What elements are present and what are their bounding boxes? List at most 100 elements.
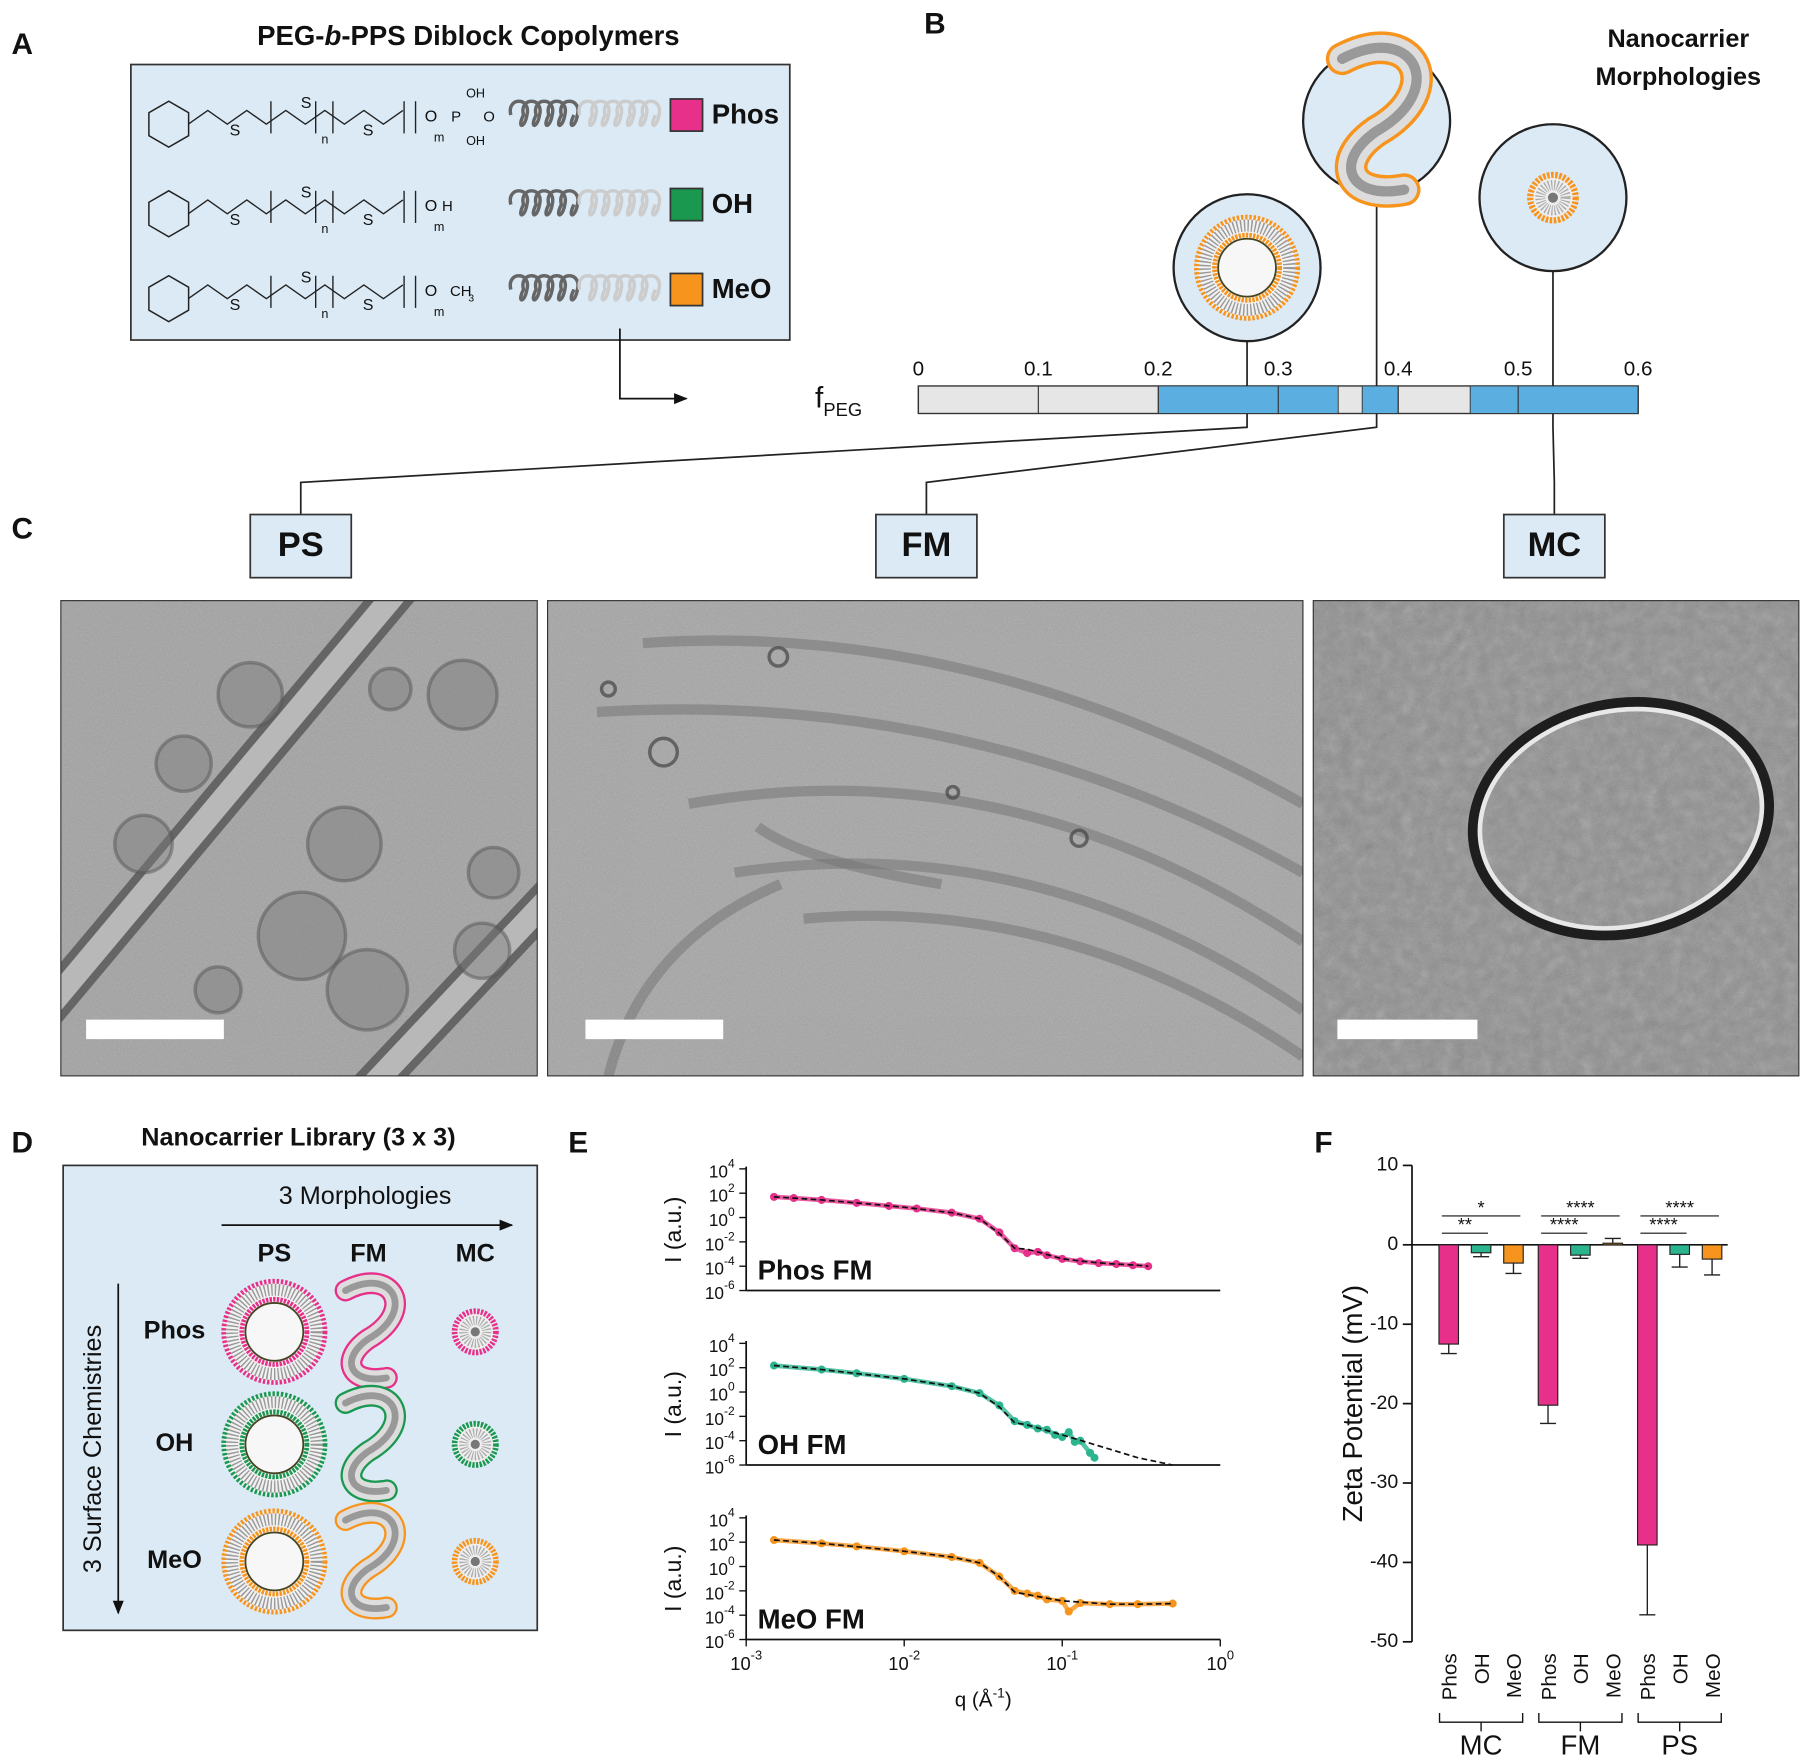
bar (1570, 1244, 1591, 1256)
curve-label: OH FM (758, 1429, 847, 1460)
atom-label: OH (466, 87, 485, 101)
vesicle-inner (239, 1296, 310, 1367)
y-tick-label: -30 (1370, 1471, 1398, 1493)
y-tick-label: 10 (1377, 1154, 1399, 1176)
tick-base: 10 (705, 1457, 724, 1477)
significance-label: **** (1649, 1214, 1678, 1235)
micelle-corona (459, 1315, 492, 1348)
frame (547, 600, 1304, 1077)
column-label: PS (258, 1240, 292, 1268)
atom-label: O (483, 108, 495, 125)
y-tick-label: -50 (1370, 1630, 1398, 1652)
tick-label: 0.1 (1024, 357, 1053, 380)
atom-label: S (230, 121, 241, 139)
tick-base: 10 (1046, 1653, 1066, 1674)
panel-letter: E (568, 1127, 588, 1160)
tick-base: 10 (1206, 1653, 1226, 1674)
title-part: -PPS Diblock Copolymers (341, 20, 679, 51)
polymer-glyph (577, 189, 662, 217)
micelle-core (470, 1556, 480, 1567)
significance-label: **** (1665, 1197, 1694, 1218)
x-tick-label: 10-3 (730, 1648, 762, 1674)
tick-base: 10 (709, 1360, 728, 1380)
tick-base: 10 (709, 1161, 728, 1181)
tick-base: 10 (709, 1185, 728, 1205)
x-axis-label-part: q (Å (955, 1689, 993, 1712)
vesicle-lumen (244, 1531, 305, 1592)
tick-base: 10 (709, 1335, 728, 1355)
group-label: PS (1661, 1730, 1698, 1758)
atom-label: P (451, 108, 461, 125)
x-axis-label: q (Å-1) (955, 1685, 1012, 1712)
group-label: FM (1561, 1730, 1601, 1758)
atom-label: S (230, 211, 241, 229)
polymer-backbone (187, 199, 404, 215)
tick-exponent: 2 (728, 1356, 735, 1370)
connector (925, 413, 1378, 515)
tick-exponent: 2 (728, 1181, 735, 1195)
tick-exponent: -2 (724, 1579, 735, 1593)
x-tick-label: Phos (1538, 1653, 1561, 1700)
atom-label: O (425, 282, 438, 300)
x-tick-label: Phos (1637, 1653, 1660, 1700)
panel-letter: D (11, 1127, 33, 1160)
panel-letter: F (1314, 1127, 1332, 1160)
x-tick-label: OH (1669, 1653, 1692, 1684)
tick-exponent: -3 (751, 1648, 762, 1663)
polymer-glyph (577, 274, 662, 302)
vesicle-inner (239, 1409, 310, 1480)
tick-exponent: -2 (724, 1230, 735, 1244)
row-label: MeO (147, 1546, 202, 1574)
fit-line (773, 1539, 1173, 1606)
panel-letter: A (11, 28, 33, 61)
chemistry-swatch (669, 98, 704, 132)
chemistry-swatch (669, 187, 704, 222)
tick-exponent: -6 (724, 1453, 735, 1467)
y-tick-label: 104 (709, 1157, 735, 1181)
atom-label: S (301, 183, 312, 201)
micelle-corona (459, 1545, 492, 1578)
polymer-backbone (187, 284, 404, 300)
micelle-corona (1535, 180, 1571, 216)
rows-label: 3 Surface Chemistries (79, 1325, 107, 1573)
morphology-range (1157, 385, 1339, 414)
y-axis-label: I (a.u.) (660, 1197, 686, 1263)
tick-base: 10 (709, 1510, 728, 1530)
y-tick-label: 0 (1387, 1233, 1398, 1255)
y-tick-label: -10 (1370, 1312, 1398, 1334)
group-bracket (1538, 1712, 1623, 1723)
atom-label: m (434, 130, 445, 144)
panel-letter: B (924, 7, 946, 40)
bar (1636, 1244, 1658, 1546)
x-axis-label-part: -1 (993, 1685, 1005, 1700)
panel-b-title: Nanocarrier (1607, 25, 1749, 53)
atom-label: S (363, 296, 374, 314)
tick-exponent: 0 (728, 1554, 735, 1568)
tick-exponent: -1 (1067, 1648, 1078, 1663)
tick-exponent: 4 (728, 1506, 735, 1520)
group-bracket (1637, 1712, 1722, 1723)
tick-base: 10 (705, 1234, 724, 1254)
fit-line (773, 1196, 1149, 1268)
morphology-range (1361, 385, 1399, 414)
tick-base: 10 (709, 1210, 728, 1230)
row-label: OH (156, 1429, 194, 1457)
atom-label: CH (450, 283, 472, 300)
morphology-box (875, 513, 978, 579)
y-tick-label: 100 (709, 1205, 735, 1229)
axis-label: fPEG (815, 382, 862, 420)
polymer-glyph (577, 99, 662, 128)
x-tick-label: MeO (1702, 1653, 1725, 1698)
tick-exponent: 0 (728, 1380, 735, 1394)
vesicle-lumen (244, 1302, 305, 1362)
atom-label: n (321, 133, 328, 147)
vesicle-inner (1212, 232, 1283, 303)
polymer-glyph (508, 189, 580, 217)
atom-label: O (425, 197, 438, 215)
atom-label: S (301, 268, 312, 286)
group-bracket (1438, 1712, 1524, 1723)
atom-label: m (434, 220, 445, 234)
worm-core (342, 1392, 399, 1495)
atom-label: 3 (468, 293, 474, 304)
